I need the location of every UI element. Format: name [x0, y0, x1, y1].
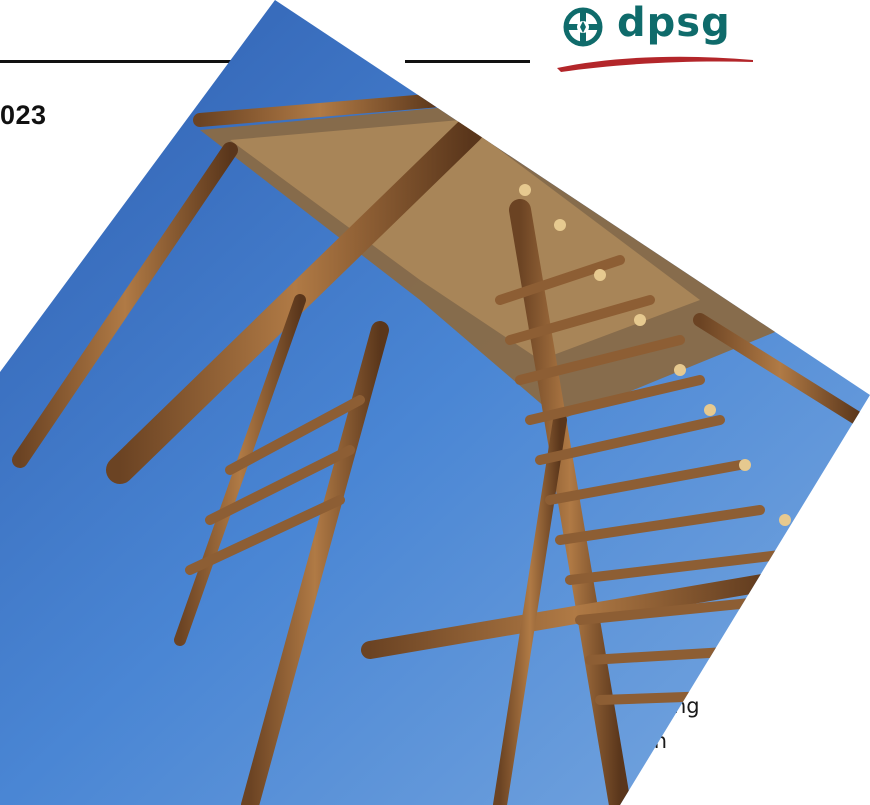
agenda-item-bdkj: BDKJ Diözesanversammlung	[402, 694, 700, 718]
dpsg-logo-text: dpsg	[617, 0, 731, 46]
heading-year: 023	[0, 100, 47, 130]
dpsg-logo: dpsg	[555, 0, 755, 80]
title-rule-right	[405, 60, 530, 63]
title-rule-left	[0, 60, 240, 63]
logo-swoosh	[557, 56, 753, 72]
agenda-item-rdp: RdP Ringversammlungen	[402, 729, 668, 753]
agenda-item-tagesablauf: gesablauf	[0, 496, 103, 520]
lily-cross-icon	[563, 7, 603, 47]
